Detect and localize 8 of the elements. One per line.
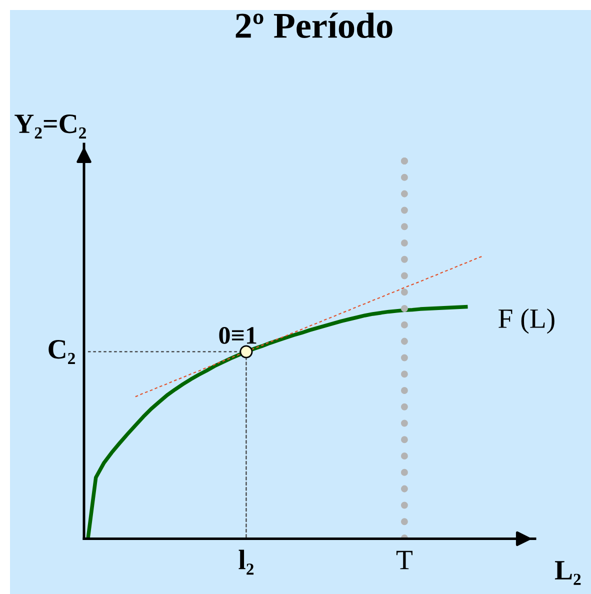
series-label: F (L) — [498, 308, 554, 334]
series-label: 0≡1 — [219, 327, 256, 344]
chart-title: 2º Período — [236, 12, 392, 38]
x-axis-title: L₂ — [554, 561, 581, 585]
x-tick-label: l₂ — [238, 550, 254, 575]
series-label: C₂ — [48, 340, 75, 364]
x-tick-label: T — [396, 550, 412, 570]
y-axis-title: Y₂=C₂ — [14, 114, 86, 138]
